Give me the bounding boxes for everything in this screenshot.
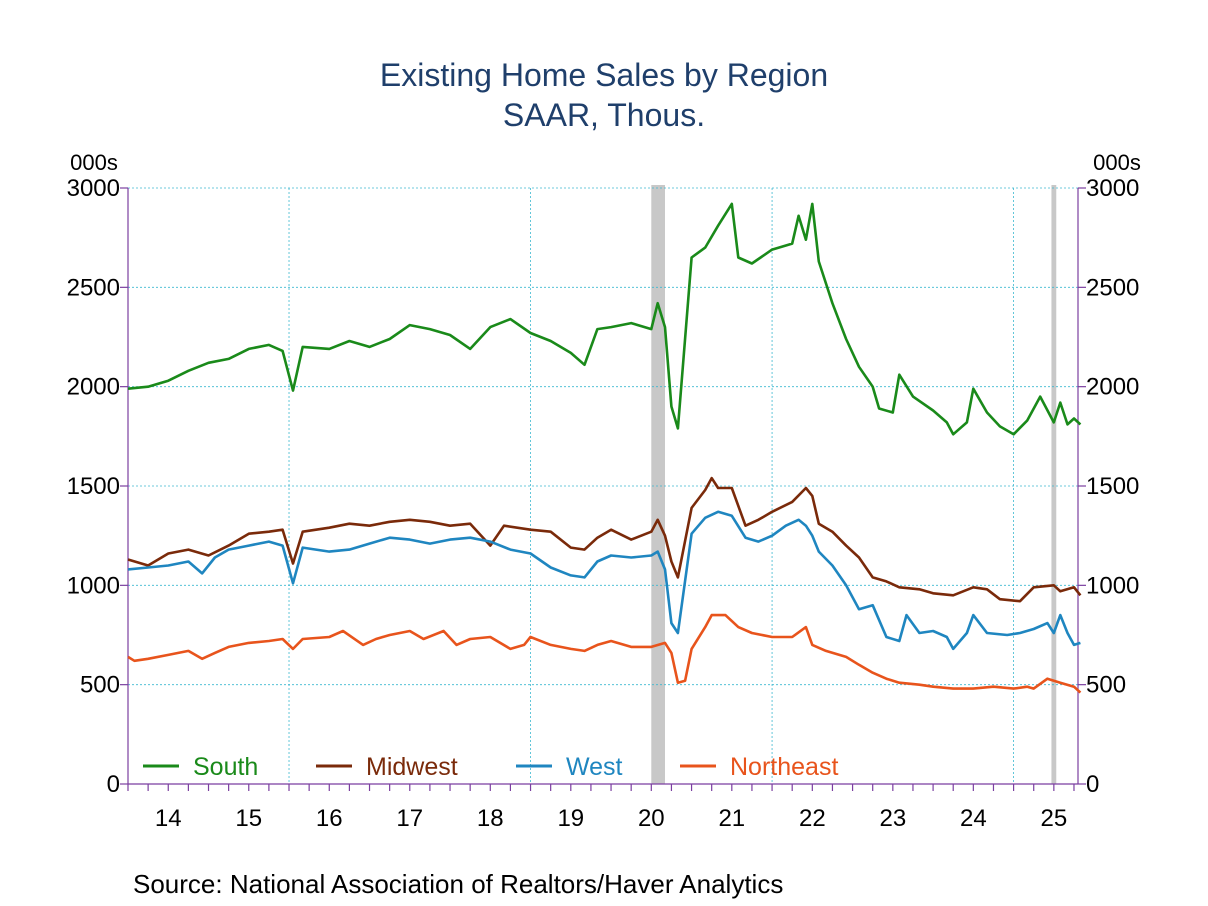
x-tick-label: 16	[316, 805, 343, 832]
x-tick-label: 22	[799, 805, 826, 832]
y-tick-label-right: 2000	[1086, 374, 1139, 401]
y-tick-label-right: 3000	[1086, 175, 1139, 202]
gridlines	[128, 187, 1078, 784]
x-tick-label: 25	[1040, 805, 1067, 832]
x-tick-label: 21	[718, 805, 745, 832]
x-tick-label: 18	[477, 805, 504, 832]
chart-title: Existing Home Sales by Region	[380, 57, 828, 93]
y-tick-label-left: 1000	[67, 572, 120, 599]
y-tick-label-right: 1000	[1086, 572, 1139, 599]
legend-label-northeast: Northeast	[730, 753, 838, 781]
legend-label-west: West	[566, 753, 623, 781]
recession-shading	[651, 185, 1057, 784]
y-tick-label-right: 500	[1086, 672, 1126, 699]
y-tick-label-right: 2500	[1086, 274, 1139, 301]
y-tick-label-left: 3000	[67, 175, 120, 202]
y-tick-labels: 0 0 500 500 1000 1000 1500 1500 2000 2000 2500 2500…	[67, 175, 1140, 798]
x-tick-label: 20	[638, 805, 665, 832]
x-tick-labels: 14 15 16 17 18 19 20 21 22 23 24 25	[155, 805, 1067, 832]
source-note: Source: National Association of Realtors…	[133, 869, 783, 899]
series-line-south	[127, 202, 1082, 436]
series-lines	[127, 202, 1082, 694]
y-axis-unit-left: 000s	[70, 150, 118, 175]
y-axis-unit-right: 000s	[1093, 150, 1141, 175]
recession-band-0	[651, 185, 665, 784]
legend: South Midwest West Northeast	[143, 753, 838, 781]
legend-label-midwest: Midwest	[366, 753, 458, 781]
x-tick-label: 19	[557, 805, 584, 832]
y-tick-label-left: 0	[107, 771, 120, 798]
series-line-midwest	[127, 476, 1082, 603]
x-tick-label: 15	[235, 805, 262, 832]
chart-subtitle: SAAR, Thous.	[503, 97, 705, 133]
y-tick-label-left: 2500	[67, 274, 120, 301]
x-tick-label: 17	[396, 805, 423, 832]
y-tick-label-left: 500	[80, 672, 120, 699]
y-tick-label-left: 2000	[67, 374, 120, 401]
x-tick-label: 14	[155, 805, 182, 832]
recession-band-1	[1051, 185, 1057, 784]
y-tick-label-right: 1500	[1086, 473, 1139, 500]
series-line-west	[127, 510, 1081, 651]
axes	[120, 187, 1086, 791]
x-tick-label: 23	[879, 805, 906, 832]
x-tick-label: 24	[960, 805, 987, 832]
series-line-northeast	[127, 613, 1082, 694]
y-tick-label-right: 0	[1086, 771, 1099, 798]
legend-label-south: South	[193, 753, 258, 781]
y-tick-label-left: 1500	[67, 473, 120, 500]
